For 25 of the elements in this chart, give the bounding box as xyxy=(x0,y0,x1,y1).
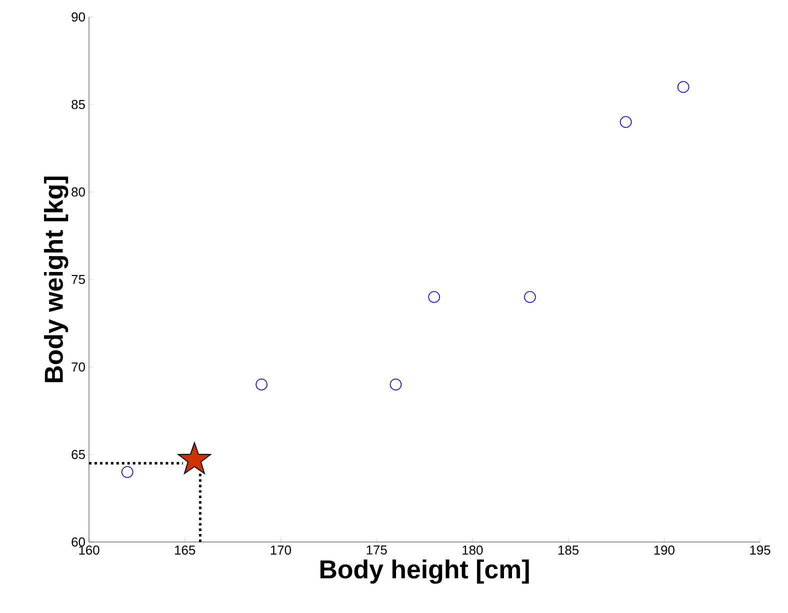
x-axis-title: Body height [cm] xyxy=(320,560,529,584)
y-tick-label: 90 xyxy=(72,12,85,22)
x-tick-label: 180 xyxy=(462,546,483,555)
y-tick-label: 65 xyxy=(72,450,85,460)
x-tick-label: 185 xyxy=(558,546,579,555)
point xyxy=(620,116,632,128)
x-tick-label: 190 xyxy=(654,546,674,555)
x-tick-label: 170 xyxy=(270,546,292,555)
y-tick-label: 80 xyxy=(72,187,85,197)
x-tick-label: 195 xyxy=(750,546,770,555)
x-tick-label: 165 xyxy=(175,546,196,555)
point xyxy=(524,291,536,303)
point xyxy=(256,378,268,390)
y-tick-label: 70 xyxy=(72,362,85,372)
y-tick-label: 85 xyxy=(72,100,85,110)
point xyxy=(178,442,212,474)
y-tick-label: 75 xyxy=(72,274,85,284)
x-tick-label: 160 xyxy=(79,546,100,555)
x-tick-label: 175 xyxy=(366,546,387,555)
y-axis-title: Body weight [kg] xyxy=(44,176,68,382)
y-tick-label: 60 xyxy=(72,537,85,547)
point xyxy=(121,466,134,478)
point xyxy=(390,378,402,390)
point xyxy=(677,81,690,93)
point xyxy=(428,291,440,303)
